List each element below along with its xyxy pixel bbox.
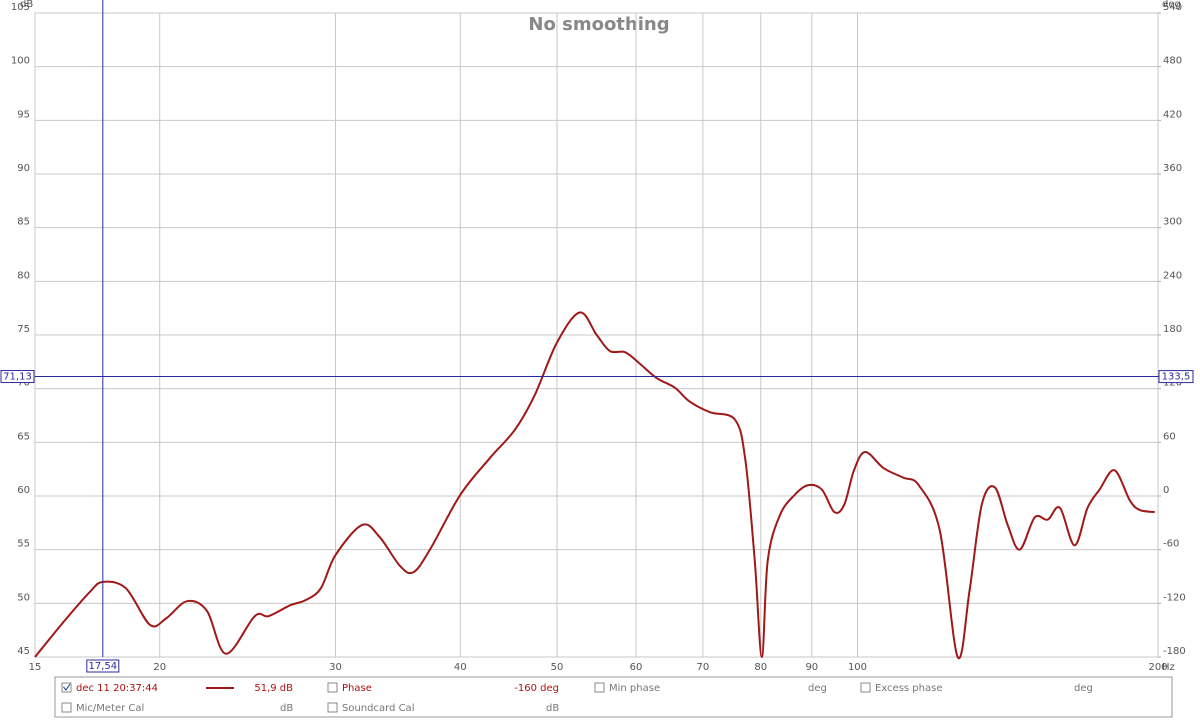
y-axis-label: dB — [20, 0, 33, 10]
y-tick-label: 100 — [11, 56, 30, 67]
legend-frame — [54, 676, 1173, 718]
x-tick-label: 30 — [329, 662, 342, 673]
cursor-y2-label-box — [1158, 370, 1194, 384]
y2-tick-label: 120 — [1163, 378, 1182, 389]
y2-tick-label: 60 — [1163, 431, 1176, 442]
y2-tick-label: -60 — [1163, 539, 1179, 550]
checkbox[interactable] — [61, 702, 72, 713]
legend-entry[interactable]: Phase — [342, 683, 372, 694]
y2-tick-label: -120 — [1163, 592, 1186, 603]
legend-entry[interactable]: Min phase — [609, 683, 660, 694]
x-tick-label: 15 — [29, 662, 42, 673]
y2-tick-label: 540 — [1163, 2, 1182, 13]
cursor-x-label-box — [86, 659, 120, 673]
x-tick-label: 80 — [754, 662, 767, 673]
unit: dB — [546, 703, 559, 714]
y2-axis-label: deg — [1162, 0, 1181, 10]
unit: deg — [808, 683, 827, 694]
legend-entry[interactable]: dec 11 20:37:44 — [76, 683, 158, 694]
legend-entry[interactable]: Mic/Meter Cal — [76, 703, 144, 714]
checkbox[interactable] — [327, 682, 338, 693]
chart-title: No smoothing — [528, 14, 669, 35]
series-line — [34, 311, 1155, 660]
y-tick-label: 75 — [17, 324, 30, 335]
x-tick-label: 100 — [848, 662, 867, 673]
y2-tick-label: 480 — [1163, 56, 1182, 67]
unit: dB — [280, 703, 293, 714]
checkbox[interactable] — [860, 682, 871, 693]
y2-tick-label: 0 — [1163, 485, 1169, 496]
cursor-y-label: 71,13 — [3, 372, 32, 383]
y-tick-label: 90 — [17, 163, 30, 174]
y-tick-label: 65 — [17, 431, 30, 442]
y-tick-label: 50 — [17, 592, 30, 603]
y-tick-label: 85 — [17, 217, 30, 228]
legend-panel: dec 11 20:37:44 51,9 dB Phase -160 deg M… — [54, 676, 1173, 718]
unit: deg — [1074, 683, 1093, 694]
checkbox[interactable] — [61, 682, 72, 693]
x-tick-label: 20 — [153, 662, 166, 673]
y-tick-label: 55 — [17, 539, 30, 550]
y2-tick-label: 420 — [1163, 109, 1182, 120]
cursor-x-label: 17,54 — [89, 661, 118, 672]
y2-tick-label: -180 — [1163, 646, 1186, 657]
legend-entry[interactable]: Excess phase — [875, 683, 943, 694]
readout: 51,9 dB — [254, 683, 293, 694]
x-tick-label: 60 — [630, 662, 643, 673]
y2-tick-label: 180 — [1163, 324, 1182, 335]
cursor-y2-label: 133,5 — [1162, 372, 1191, 383]
y-tick-label: 60 — [17, 485, 30, 496]
check — [63, 683, 71, 691]
y-tick-label: 80 — [17, 270, 30, 281]
x-tick-label: 70 — [696, 662, 709, 673]
y-tick-label: 95 — [17, 109, 30, 120]
checkbox[interactable] — [327, 702, 338, 713]
y-tick-label: 45 — [17, 646, 30, 657]
x-unit: Hz — [1162, 662, 1175, 673]
legend-entry[interactable]: Soundcard Cal — [342, 703, 414, 714]
checkbox[interactable] — [594, 682, 605, 693]
x-tick-label: 50 — [551, 662, 564, 673]
cursor-y-label-box — [0, 370, 35, 384]
y2-tick-label: 300 — [1163, 217, 1182, 228]
y2-tick-label: 240 — [1163, 270, 1182, 281]
x-tick-label: 90 — [805, 662, 818, 673]
readout: -160 deg — [514, 683, 559, 694]
y-tick-label: 70 — [17, 378, 30, 389]
x-tick-label: 40 — [454, 662, 467, 673]
y2-tick-label: 360 — [1163, 163, 1182, 174]
y-tick-label: 105 — [11, 2, 30, 13]
x-tick-label: 200 — [1148, 662, 1167, 673]
